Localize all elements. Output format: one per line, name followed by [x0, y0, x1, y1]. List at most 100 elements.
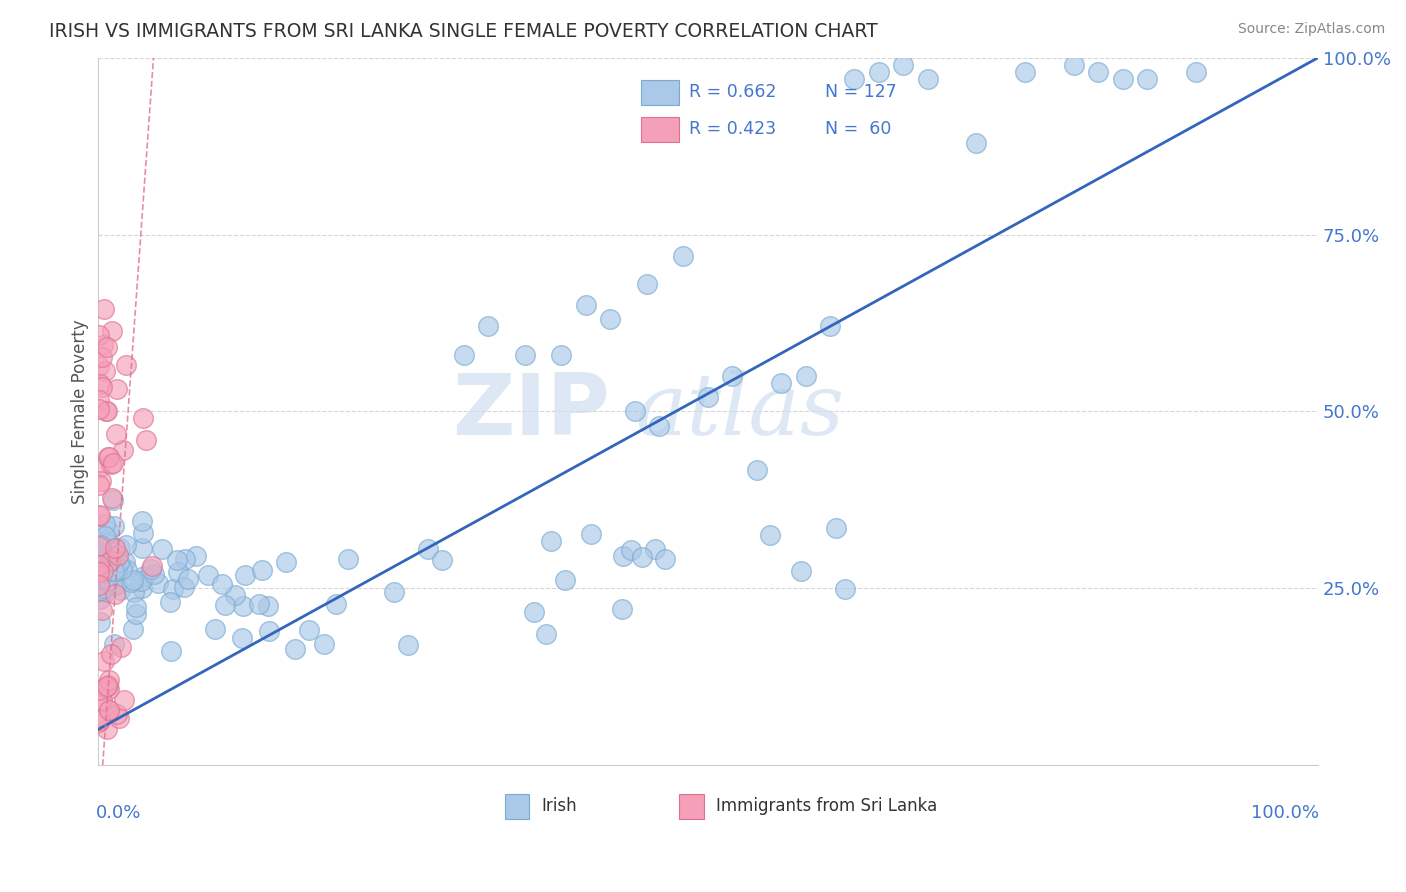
Point [89, 572, 111, 586]
Point [125, 599, 148, 614]
Point [104, 553, 127, 567]
Point [104, 587, 127, 601]
Point [104, 541, 127, 555]
Point [173, 581, 195, 595]
Point [540, 534, 562, 549]
Point [284, 642, 307, 657]
Point [94, 364, 117, 378]
Point [90, 583, 112, 598]
Point [159, 644, 181, 658]
Point [233, 568, 256, 582]
Point [87, 539, 110, 553]
Point [416, 541, 439, 556]
Point [93, 581, 115, 595]
Point [770, 376, 793, 390]
Point [631, 550, 654, 565]
Point [91, 338, 114, 352]
Point [96, 722, 118, 736]
Point [100, 648, 122, 662]
Point [90, 474, 112, 488]
Point [159, 595, 181, 609]
Point [98, 704, 121, 718]
Point [131, 574, 153, 588]
Point [636, 277, 658, 291]
Point [103, 456, 125, 470]
Point [96, 533, 118, 548]
Point [513, 348, 536, 362]
Point [536, 627, 558, 641]
Point [131, 582, 153, 596]
Point [91, 564, 114, 578]
Point [105, 564, 128, 578]
Point [87, 558, 110, 572]
Point [101, 554, 124, 568]
Point [97, 450, 120, 464]
Point [104, 427, 127, 442]
Point [1063, 58, 1085, 72]
Point [90, 380, 112, 394]
Point [1136, 71, 1159, 86]
Point [89, 615, 111, 629]
Point [94, 570, 117, 584]
Point [100, 457, 122, 471]
Point [125, 607, 148, 621]
Point [101, 493, 124, 508]
Point [89, 591, 111, 606]
Point [430, 553, 453, 567]
Point [87, 359, 110, 374]
Point [107, 548, 129, 562]
Point [132, 526, 155, 541]
Point [868, 65, 890, 79]
Point [103, 564, 125, 578]
Point [87, 578, 110, 592]
Point [314, 637, 336, 651]
Point [599, 312, 621, 326]
Point [298, 623, 321, 637]
Point [167, 565, 190, 579]
Point [224, 588, 246, 602]
Point [91, 553, 114, 567]
Point [91, 351, 114, 365]
Point [214, 598, 236, 612]
Point [121, 623, 143, 637]
Point [654, 552, 676, 566]
Y-axis label: Single Female Poverty: Single Female Poverty [72, 319, 89, 504]
Point [523, 605, 546, 619]
Point [98, 524, 121, 538]
Point [108, 711, 131, 725]
Point [105, 706, 128, 721]
Point [104, 563, 127, 577]
Point [87, 461, 110, 475]
Point [834, 582, 856, 597]
Point [105, 382, 128, 396]
Point [89, 393, 111, 408]
Point [97, 678, 120, 692]
Point [965, 136, 987, 150]
Point [108, 555, 131, 569]
Point [90, 603, 112, 617]
Point [146, 575, 169, 590]
Point [276, 555, 298, 569]
Point [94, 529, 117, 543]
Point [96, 679, 118, 693]
Point [89, 550, 111, 565]
Point [247, 598, 270, 612]
Point [648, 418, 671, 433]
Text: Source: ZipAtlas.com: Source: ZipAtlas.com [1237, 22, 1385, 37]
Point [745, 462, 768, 476]
Text: 100.0%: 100.0% [1251, 804, 1319, 822]
Point [91, 693, 114, 707]
Point [104, 578, 127, 592]
Text: atlas: atlas [634, 370, 844, 453]
Point [94, 404, 117, 418]
Point [93, 302, 115, 317]
Point [135, 433, 157, 447]
Point [103, 637, 125, 651]
Point [90, 538, 112, 552]
Point [721, 369, 744, 384]
Point [87, 478, 110, 492]
Point [97, 450, 120, 464]
Point [94, 585, 117, 599]
Point [115, 537, 138, 551]
Point [623, 404, 645, 418]
